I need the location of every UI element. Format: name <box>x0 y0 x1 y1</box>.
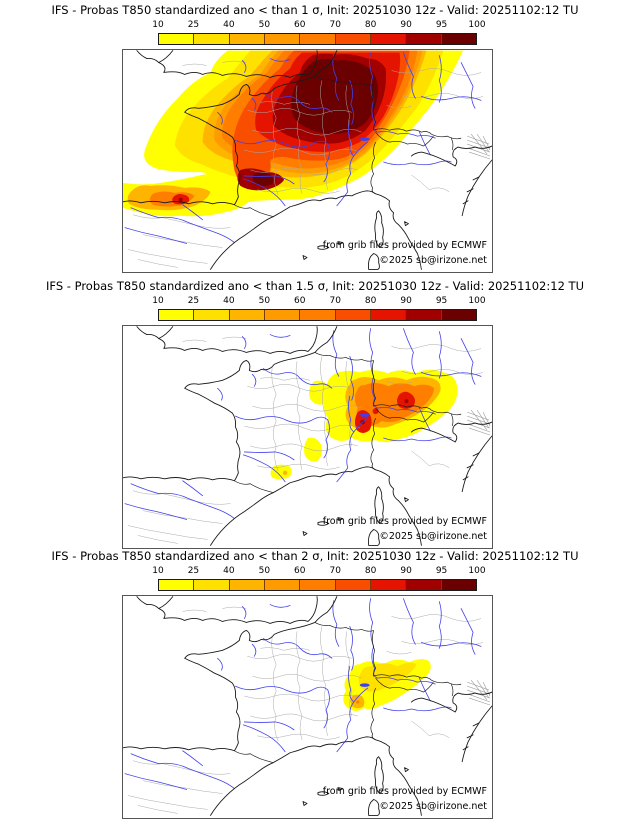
colorbar-tick-label: 10 <box>152 566 164 576</box>
colorbar-segment <box>193 580 229 590</box>
panel-title: IFS - Probas T850 standardized ano < tha… <box>51 3 579 17</box>
map-svg <box>123 50 492 270</box>
colorbar-segment <box>299 310 335 320</box>
colorbar-tick-label: 90 <box>400 20 412 30</box>
colorbar-segment <box>263 310 300 320</box>
colorbar-tick-label: 60 <box>294 20 306 30</box>
colorbar-segment <box>405 580 441 590</box>
colorbar-tick-label: 10 <box>152 296 164 306</box>
colorbar-segment <box>334 34 370 44</box>
colorbar-segment <box>299 34 335 44</box>
colorbar-segment <box>159 310 194 320</box>
colorbar-tick-label: 90 <box>400 566 412 576</box>
colorbar-tick-label: 95 <box>435 296 448 306</box>
map-2sigma: from grib files provided by ECMWF ©2025 … <box>122 595 493 819</box>
colorbar-tick-label: 100 <box>468 566 486 576</box>
colorbar-tick-label: 10 <box>152 20 164 30</box>
colorbar-tick-label: 50 <box>258 566 271 576</box>
credit-copyright: ©2025 sb@irizone.net <box>379 531 487 542</box>
colorbar-segment <box>405 34 441 44</box>
colorbar-segment <box>440 34 476 44</box>
colorbar-segment <box>299 580 335 590</box>
colorbar-segment <box>193 34 229 44</box>
colorbar-tick-label: 25 <box>187 296 200 306</box>
credit-copyright: ©2025 sb@irizone.net <box>379 255 487 266</box>
colorbar-tick-label: 80 <box>364 566 377 576</box>
colorbar-segment <box>440 310 476 320</box>
colorbar-tick-label: 80 <box>364 296 377 306</box>
colorbar-segment <box>228 34 264 44</box>
colorbar-tick-label: 90 <box>400 296 412 306</box>
colorbar-tick-label: 50 <box>258 296 271 306</box>
colorbar-tick-row: 10 25 40 50 60 70 80 90 95 100 <box>152 566 485 577</box>
colorbar-segment <box>369 310 406 320</box>
credit-ecmwf: from grib files provided by ECMWF <box>322 240 487 251</box>
colorbar-tick-label: 25 <box>187 20 200 30</box>
colorbar-segment <box>228 580 264 590</box>
colorbar-tick-label: 40 <box>223 296 235 306</box>
colorbar-segment <box>159 34 194 44</box>
colorbar-tick-label: 95 <box>435 566 448 576</box>
probability-shading <box>123 50 464 217</box>
colorbar-tick-label: 70 <box>329 20 341 30</box>
map-svg <box>123 326 492 546</box>
credit-ecmwf: from grib files provided by ECMWF <box>322 516 487 527</box>
panel-2sigma: IFS - Probas T850 standardized ano < tha… <box>0 546 630 822</box>
credit-ecmwf: from grib files provided by ECMWF <box>322 786 487 797</box>
colorbar-segment <box>440 580 476 590</box>
colorbar-segment <box>159 580 194 590</box>
colorbar-tick-label: 60 <box>294 566 306 576</box>
colorbar-tick-label: 50 <box>258 20 271 30</box>
map-1-5sigma: from grib files provided by ECMWF ©2025 … <box>122 325 493 549</box>
colorbar-tick-label: 80 <box>364 20 377 30</box>
colorbar <box>158 33 477 45</box>
colorbar-tick-label: 100 <box>468 20 486 30</box>
colorbar <box>158 309 477 321</box>
map-svg <box>123 596 492 816</box>
colorbar-tick-label: 100 <box>468 296 486 306</box>
colorbar-segment <box>334 310 370 320</box>
panel-title: IFS - Probas T850 standardized ano < tha… <box>46 279 584 293</box>
colorbar-segment <box>405 310 441 320</box>
colorbar-segment <box>369 34 406 44</box>
colorbar-tick-label: 25 <box>187 566 200 576</box>
credit-copyright: ©2025 sb@irizone.net <box>379 801 487 812</box>
colorbar-segment <box>334 580 370 590</box>
colorbar-tick-label: 95 <box>435 20 448 30</box>
panel-1-5sigma: IFS - Probas T850 standardized ano < tha… <box>0 276 630 552</box>
colorbar-tick-row: 10 25 40 50 60 70 80 90 95 100 <box>152 20 485 31</box>
colorbar-tick-label: 40 <box>223 20 235 30</box>
map-1sigma: from grib files provided by ECMWF ©2025 … <box>122 49 493 273</box>
colorbar-tick-label: 70 <box>329 296 341 306</box>
probability-shading <box>343 658 431 711</box>
colorbar-tick-label: 70 <box>329 566 341 576</box>
colorbar-segment <box>369 580 406 590</box>
panel-1sigma: IFS - Probas T850 standardized ano < tha… <box>0 0 630 276</box>
colorbar-segment <box>193 310 229 320</box>
colorbar-tick-label: 60 <box>294 296 306 306</box>
colorbar-segment <box>263 580 300 590</box>
panel-title: IFS - Probas T850 standardized ano < tha… <box>51 549 579 563</box>
colorbar <box>158 579 477 591</box>
colorbar-segment <box>228 310 264 320</box>
colorbar-tick-label: 40 <box>223 566 235 576</box>
colorbar-segment <box>263 34 300 44</box>
colorbar-tick-row: 10 25 40 50 60 70 80 90 95 100 <box>152 296 485 307</box>
